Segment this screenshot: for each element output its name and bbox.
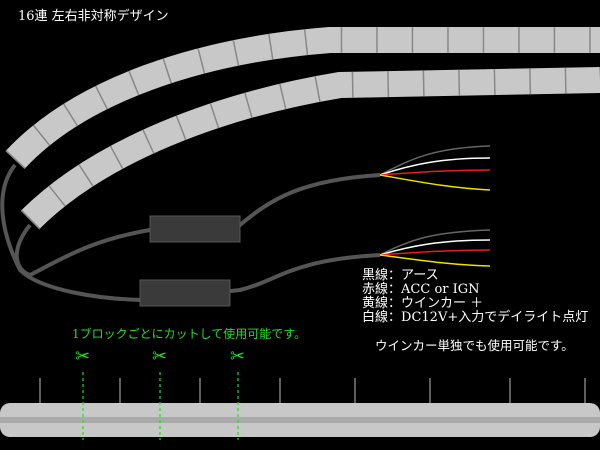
legend-row-red: 赤線：ACC or IGN xyxy=(362,282,480,297)
straight-strip xyxy=(0,372,600,440)
legend-row-white: 白線：DC12V+入力でデイライト点灯 xyxy=(362,310,589,325)
wires-lower xyxy=(379,229,491,267)
turn-signal-note: ウインカー単独でも使用可能です。 xyxy=(375,338,574,353)
cut-note: 1ブロックごとにカットして使用可能です。 xyxy=(72,327,307,341)
scissors-icon: ✂ xyxy=(75,346,91,367)
control-box-upper xyxy=(149,215,241,243)
cable-upper xyxy=(14,173,381,278)
wire-legend: 黒線：アース 赤線：ACC or IGN 黄線：ウインカー ＋ 白線：DC12V… xyxy=(362,269,588,325)
scissors-icon: ✂ xyxy=(230,346,246,367)
curved-strip-bottom xyxy=(20,67,600,230)
wires-upper xyxy=(379,145,491,191)
cables xyxy=(0,163,381,303)
title: 16連 左右非対称デザイン xyxy=(18,9,169,24)
legend-row-yellow: 黄線：ウインカー ＋ xyxy=(362,296,484,311)
scissors-icon: ✂ xyxy=(152,346,168,367)
control-box-lower xyxy=(139,279,231,307)
cable-lower xyxy=(0,163,381,303)
legend-row-black: 黒線：アース xyxy=(362,268,439,283)
curved-strip-top xyxy=(5,27,600,169)
